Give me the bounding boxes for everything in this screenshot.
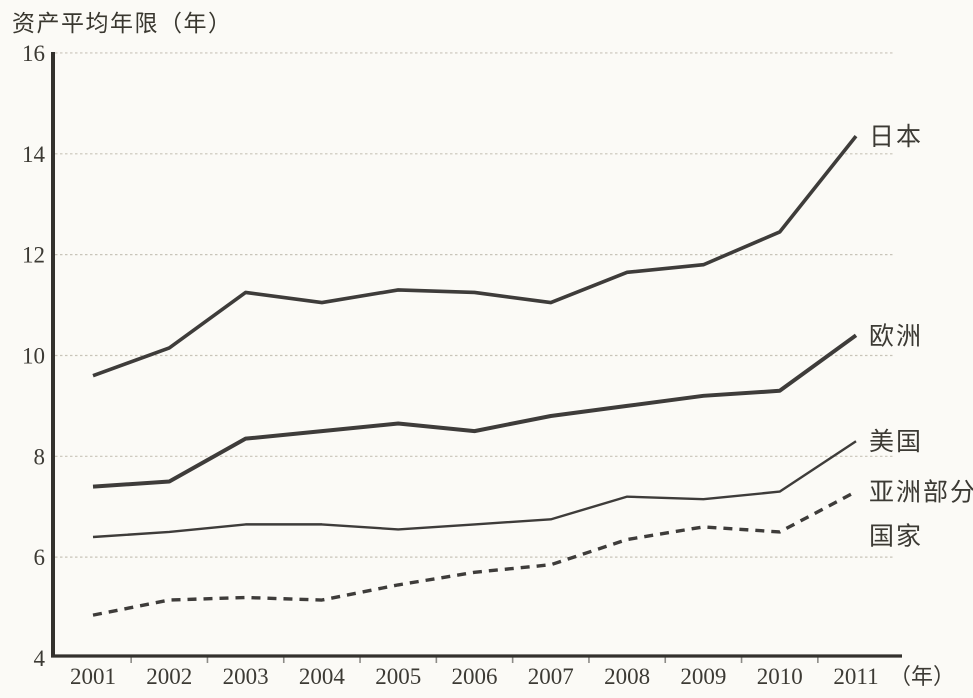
- x-tick-label: 2011: [833, 664, 878, 689]
- x-tick-label: 2005: [375, 664, 421, 689]
- y-tick-label: 8: [34, 444, 46, 469]
- series-line-japan: [92, 135, 858, 378]
- series-label-line: 欧洲: [869, 322, 923, 350]
- series-line-asia: [92, 490, 857, 617]
- x-tick-label: 2007: [528, 664, 574, 689]
- y-tick-label: 14: [22, 142, 46, 167]
- x-tick-label: 2004: [299, 664, 346, 689]
- series-label-line: 国家: [869, 523, 923, 551]
- y-tick-label: 10: [22, 343, 45, 368]
- series-label-asia: 亚洲部分国家: [869, 479, 973, 551]
- series-line-usa: [92, 440, 857, 539]
- series-label-line: 美国: [869, 428, 923, 456]
- x-tick-label: 2008: [604, 664, 650, 689]
- x-tick-label: 2001: [70, 664, 116, 689]
- series-label-japan: 日本: [869, 123, 923, 151]
- y-tick-label: 16: [22, 41, 45, 66]
- y-tick-label: 6: [34, 545, 46, 570]
- x-tick-label: 2006: [452, 664, 498, 689]
- x-tick-label: 2010: [757, 664, 803, 689]
- y-tick-label: 4: [34, 646, 46, 671]
- series-label-europe: 欧洲: [869, 322, 923, 350]
- x-tick-label: 2009: [680, 664, 726, 689]
- chart-title: 资产平均年限（年）: [12, 11, 233, 36]
- series-line-europe: [92, 333, 858, 489]
- series-label-usa: 美国: [869, 428, 923, 456]
- series-label-line: 日本: [869, 123, 923, 151]
- y-tick-label: 12: [22, 243, 45, 268]
- x-tick-label: 2002: [146, 664, 192, 689]
- x-tick-label: 2003: [223, 664, 269, 689]
- series-label-line: 亚洲部分: [869, 479, 973, 507]
- x-axis-unit-label: （年）: [889, 664, 955, 689]
